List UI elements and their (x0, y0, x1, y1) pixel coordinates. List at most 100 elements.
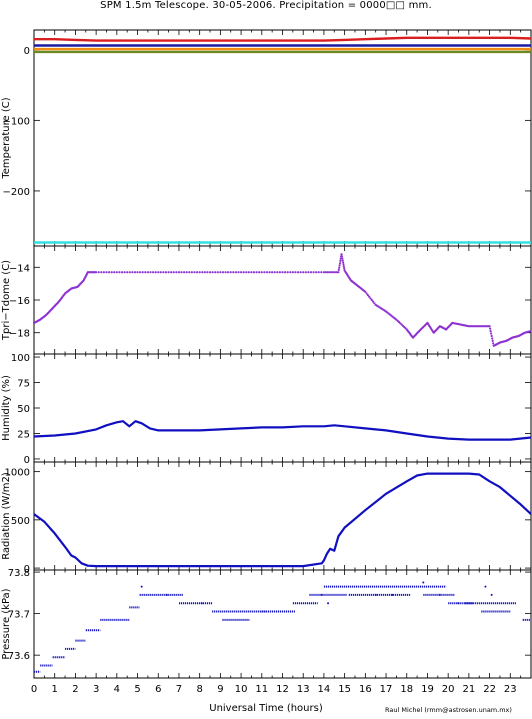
y-tick-label: −14 (9, 263, 30, 274)
x-tick-label: 8 (196, 684, 202, 695)
y-axis-label: Pressure (kPa) (1, 588, 12, 659)
y-axis-label: Tpri−Tdome (C) (1, 260, 12, 341)
data-point (105, 271, 108, 274)
data-point (529, 330, 532, 333)
y-tick-label: −18 (9, 329, 30, 340)
data-point (95, 271, 98, 274)
x-tick-label: 16 (359, 684, 372, 695)
data-point (240, 271, 243, 274)
data-point (489, 327, 492, 330)
data-point (208, 271, 212, 274)
panel-frame (33, 245, 532, 355)
data-point (307, 271, 310, 274)
data-point (289, 271, 292, 274)
data-point (165, 593, 168, 596)
data-point (326, 271, 329, 274)
x-tick-label: 15 (338, 684, 351, 695)
data-point (206, 271, 209, 274)
x-tick-label: 14 (318, 684, 331, 695)
data-point (337, 268, 340, 271)
data-point (118, 271, 121, 274)
data-point (457, 602, 460, 605)
data-point (281, 271, 284, 274)
data-point (136, 271, 139, 274)
data-point (144, 271, 147, 274)
y-tick-label: 0 (24, 455, 30, 466)
data-point (366, 294, 369, 297)
data-point (320, 271, 323, 274)
data-point (250, 271, 253, 274)
data-point (484, 585, 487, 588)
data-point (120, 271, 124, 274)
data-point (152, 271, 155, 274)
data-point (97, 271, 100, 274)
y-tick-label: 1000 (5, 468, 30, 479)
data-point (131, 271, 134, 274)
x-tick-label: 20 (442, 684, 455, 695)
y-axis-label: Radiation (W/m2) (1, 472, 12, 560)
data-point (234, 271, 237, 274)
data-point (340, 255, 343, 258)
data-point (299, 271, 302, 274)
data-point (490, 334, 493, 338)
data-point (309, 271, 313, 274)
series-line-blue (33, 472, 532, 568)
data-point (141, 271, 144, 274)
data-point (242, 271, 245, 274)
x-tick-label: 21 (463, 684, 476, 695)
data-point (245, 271, 248, 274)
data-point (364, 290, 367, 293)
data-point (216, 271, 219, 274)
x-tick-label: 3 (93, 684, 99, 695)
data-point (341, 257, 344, 260)
panel-frame (33, 569, 532, 679)
data-point (342, 265, 345, 268)
data-point (172, 271, 175, 274)
y-tick-label: 500 (11, 516, 30, 527)
y-tick-label: 73.6 (8, 651, 30, 662)
data-point (365, 292, 368, 295)
data-point (214, 271, 217, 274)
y-tick-label: 73.7 (8, 610, 30, 621)
x-tick-label: 12 (276, 684, 289, 695)
panel-frame (33, 29, 532, 247)
data-point (232, 271, 235, 274)
data-point (490, 593, 493, 596)
data-point (133, 271, 137, 274)
data-point (341, 259, 344, 262)
data-point (126, 271, 129, 274)
data-point (224, 271, 227, 274)
data-point (102, 271, 105, 274)
data-point (159, 271, 162, 274)
data-point (491, 337, 494, 340)
data-point (255, 271, 258, 274)
data-point (335, 271, 338, 274)
x-axis-label: Universal Time (hours) (209, 703, 323, 714)
x-tick-label: 17 (380, 684, 393, 695)
series-line-blue (33, 420, 532, 441)
data-point (490, 332, 493, 335)
data-point (372, 300, 375, 303)
data-point (343, 267, 346, 270)
data-point (320, 593, 323, 596)
panel-frame (33, 353, 532, 463)
data-point (201, 271, 204, 274)
x-tick-label: 0 (31, 684, 37, 695)
data-point (175, 271, 178, 274)
data-point (324, 271, 327, 274)
data-point (317, 271, 320, 274)
data-point (140, 585, 143, 588)
data-point (422, 581, 425, 584)
data-point (188, 271, 191, 274)
y-tick-label: −100 (3, 116, 30, 127)
data-point (177, 271, 181, 274)
y-tick-label: 25 (17, 429, 30, 440)
data-point (221, 271, 225, 274)
data-point (170, 271, 173, 274)
x-tick-label: 22 (483, 684, 496, 695)
data-point (312, 271, 315, 274)
y-tick-label: 75 (17, 379, 30, 390)
data-point (322, 271, 325, 274)
x-tick-label: 18 (400, 684, 413, 695)
